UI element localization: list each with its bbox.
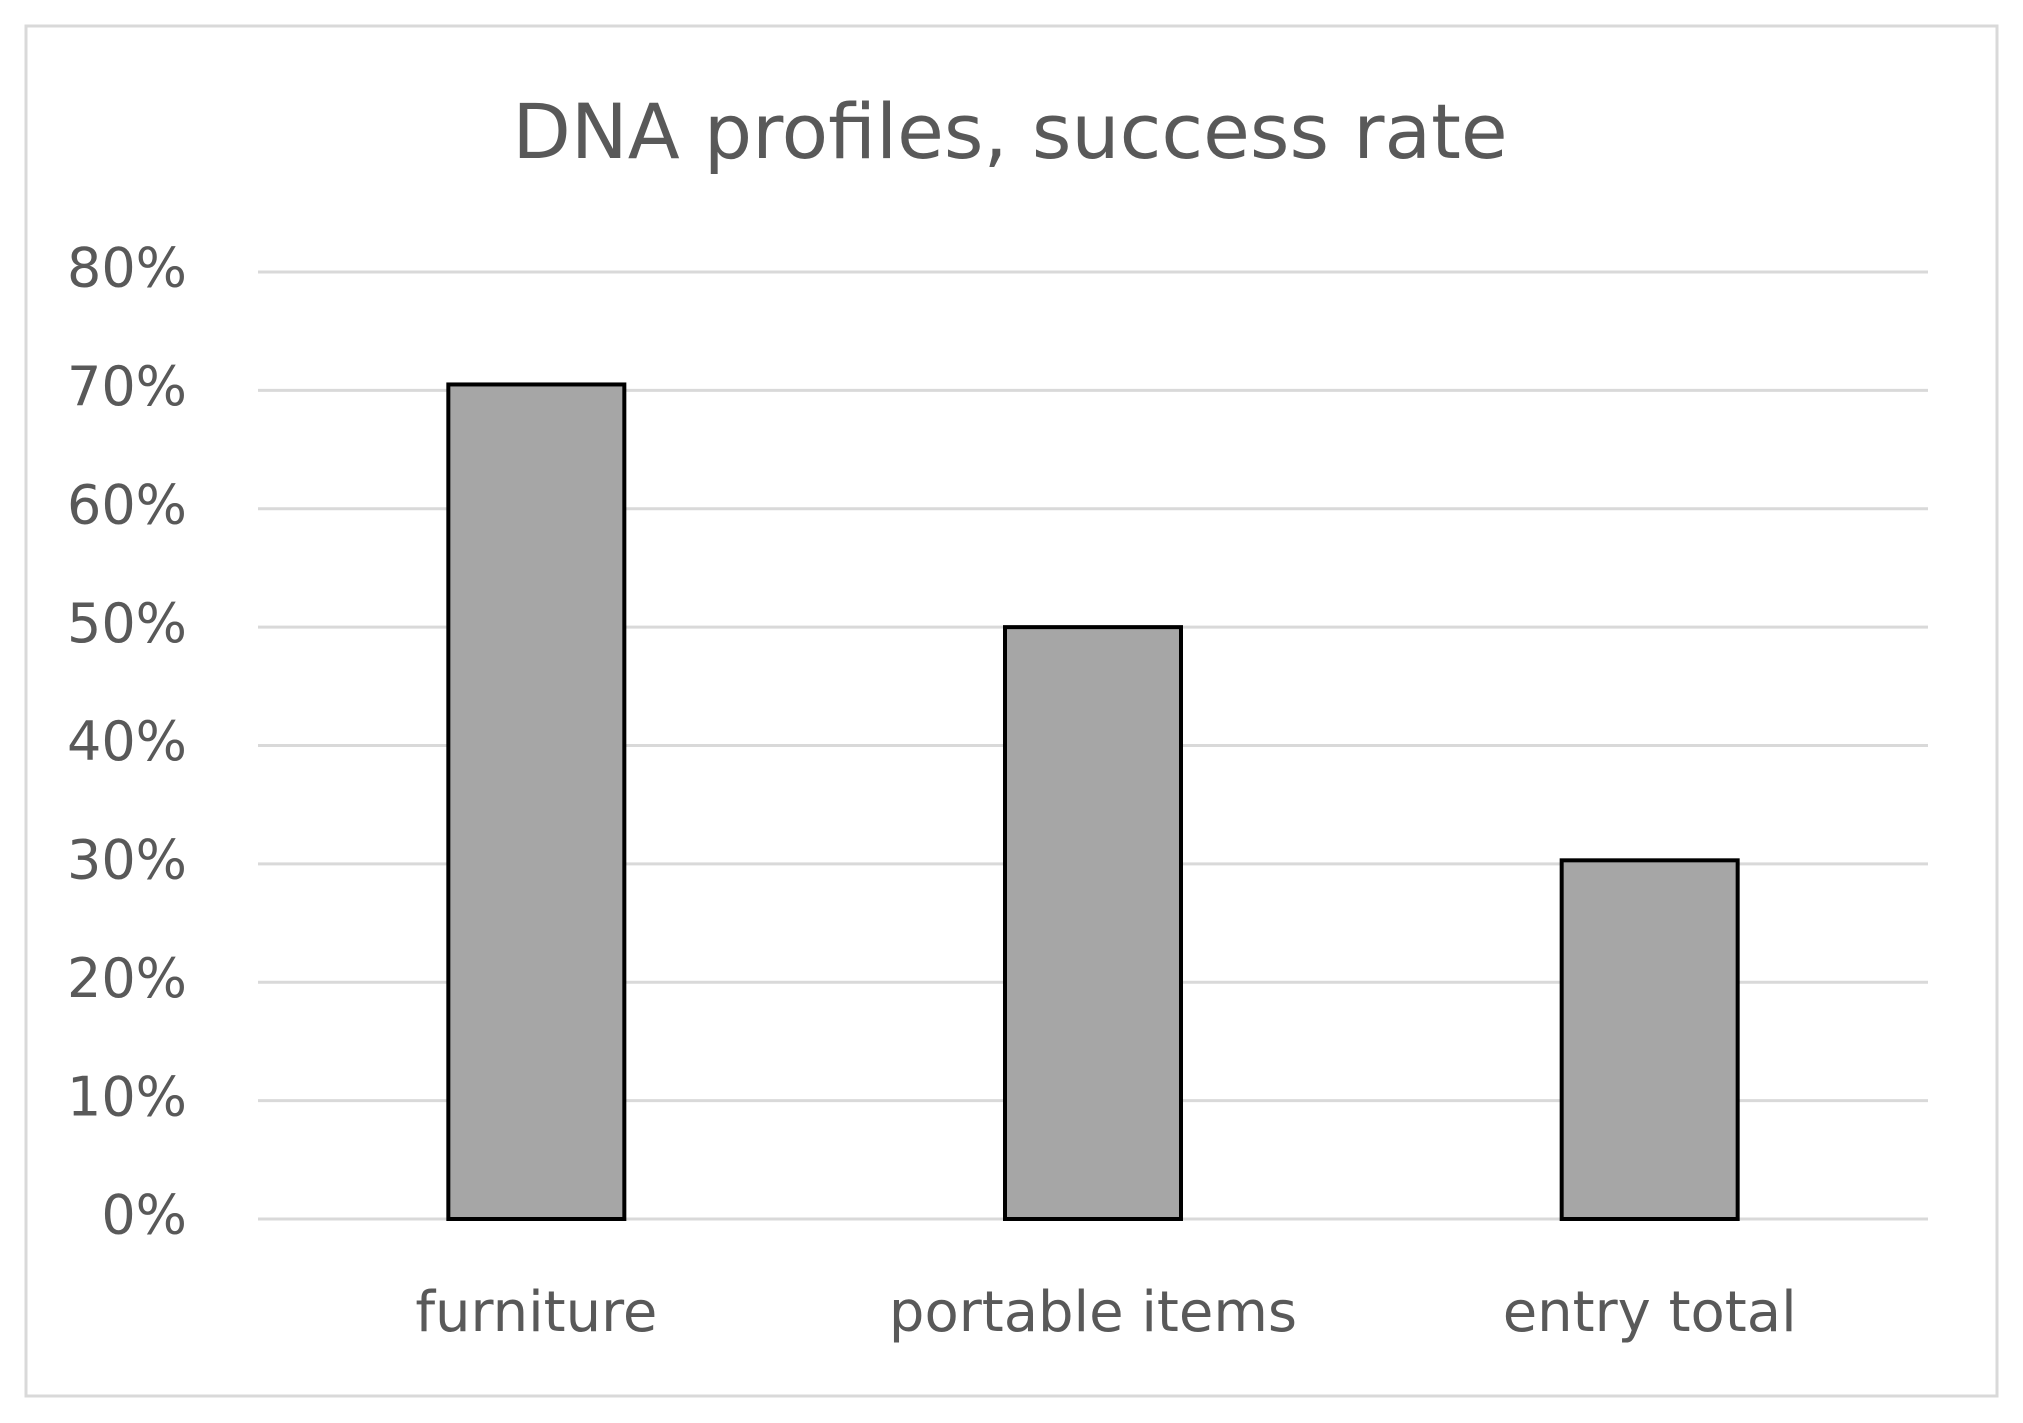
y-tick-label: 80%: [67, 237, 187, 300]
y-tick-label: 30%: [67, 829, 187, 892]
y-tick-label: 60%: [67, 473, 187, 536]
bar: [1559, 858, 1740, 1221]
x-tick-label: entry total: [1503, 1280, 1797, 1345]
x-tick-label: portable items: [889, 1280, 1297, 1345]
chart-title: DNA profiles, success rate: [512, 87, 1507, 176]
y-tick-label: 20%: [67, 947, 187, 1010]
y-tick-label: 40%: [67, 710, 187, 773]
bar: [446, 382, 627, 1221]
y-tick-label: 10%: [67, 1065, 187, 1128]
y-tick-label: 0%: [101, 1184, 187, 1247]
bar: [1003, 625, 1183, 1221]
y-tick-label: 70%: [67, 355, 187, 418]
x-tick-label: furniture: [415, 1280, 657, 1345]
y-tick-label: 50%: [67, 592, 187, 655]
